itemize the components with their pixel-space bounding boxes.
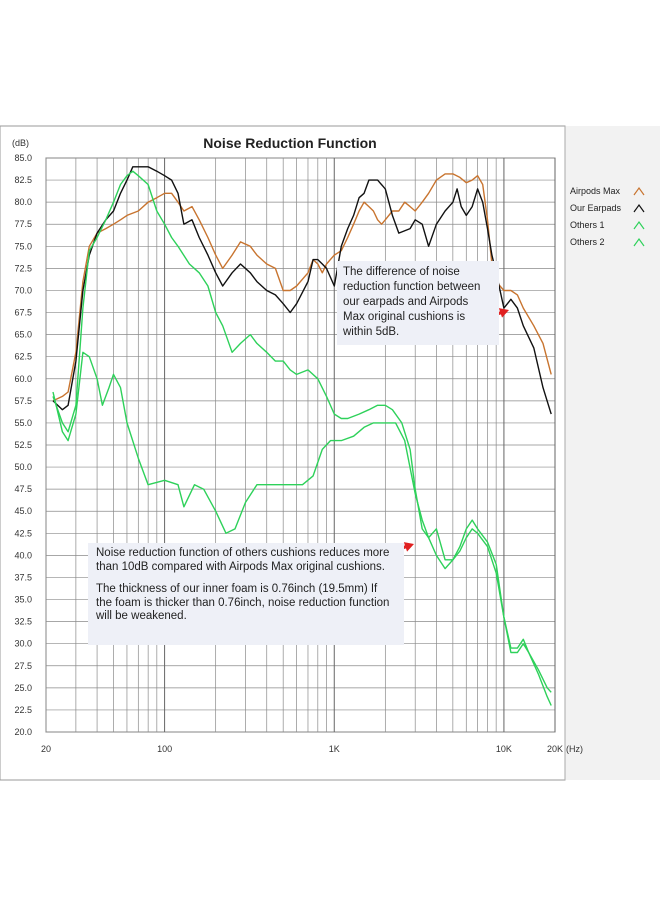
y-tick-label: 72.5 <box>14 263 32 273</box>
y-tick-label: 70.0 <box>14 285 32 295</box>
y-tick-label: 37.5 <box>14 572 32 582</box>
legend-label: Airpods Max <box>570 186 621 196</box>
grid-layer: 20.0 22.5 25.0 27.5 30.0 32.5 35.0 37.5 40.0 42.5… <box>14 153 563 754</box>
y-tick-label: 47.5 <box>14 484 32 494</box>
legend-marker <box>633 186 645 196</box>
legend: Airpods Max Our Earpads Others 1 Others 2 <box>570 186 645 247</box>
x-tick-label: 1K <box>329 744 340 754</box>
series-line-4 <box>52 170 552 693</box>
y-tick-label: 82.5 <box>14 175 32 185</box>
y-tick-label: 67.5 <box>14 308 32 318</box>
y-tick-label: 60.0 <box>14 374 32 384</box>
y-tick-label: 35.0 <box>14 595 32 605</box>
legend-marker <box>633 220 645 230</box>
y-tick-label: 80.0 <box>14 197 32 207</box>
x-tick-label: 10K <box>496 744 512 754</box>
annotation-earpads-vs-airpods: The difference of noise reduction functi… <box>337 261 499 345</box>
y-tick-label: 40.0 <box>14 550 32 560</box>
y-tick-label: 27.5 <box>14 661 32 671</box>
y-tick-label: 75.0 <box>14 241 32 251</box>
x-axis-unit: (Hz) <box>566 744 583 754</box>
y-tick-label: 20.0 <box>14 727 32 737</box>
y-tick-label: 30.0 <box>14 639 32 649</box>
legend-label: Others 1 <box>570 220 605 230</box>
legend-marker <box>633 203 645 213</box>
x-tick-label: 20K <box>547 744 563 754</box>
annotation-others-text: Noise reduction function of others cushi… <box>96 547 390 573</box>
y-tick-label: 85.0 <box>14 153 32 163</box>
series-line-1 <box>52 173 552 402</box>
y-tick-label: 65.0 <box>14 330 32 340</box>
y-tick-label: 62.5 <box>14 352 32 362</box>
annotation-foam-text: The thickness of our inner foam is 0.76i… <box>96 583 390 622</box>
y-tick-label: 55.0 <box>14 418 32 428</box>
y-axis-unit: (dB) <box>12 138 29 148</box>
y-tick-label: 32.5 <box>14 617 32 627</box>
y-tick-label: 25.0 <box>14 683 32 693</box>
series-line-2 <box>52 166 552 415</box>
legend-label: Others 2 <box>570 237 605 247</box>
legend-label: Our Earpads <box>570 203 622 213</box>
y-tick-label: 45.0 <box>14 506 32 516</box>
y-tick-label: 57.5 <box>14 396 32 406</box>
series-line-3 <box>52 351 552 706</box>
annotation-others-cushions: Noise reduction function of others cushi… <box>88 543 404 645</box>
chart-side-panel <box>565 126 660 780</box>
y-tick-label: 52.5 <box>14 440 32 450</box>
chart-title: Noise Reduction Function <box>203 135 376 151</box>
y-tick-label: 42.5 <box>14 528 32 538</box>
y-tick-label: 77.5 <box>14 219 32 229</box>
y-tick-label: 50.0 <box>14 462 32 472</box>
series-layer <box>52 166 552 706</box>
annotation-earpads-text: The difference of noise reduction functi… <box>343 266 481 338</box>
x-tick-label: 20 <box>41 744 51 754</box>
x-tick-label: 100 <box>157 744 172 754</box>
y-tick-label: 22.5 <box>14 705 32 715</box>
legend-marker <box>633 237 645 247</box>
